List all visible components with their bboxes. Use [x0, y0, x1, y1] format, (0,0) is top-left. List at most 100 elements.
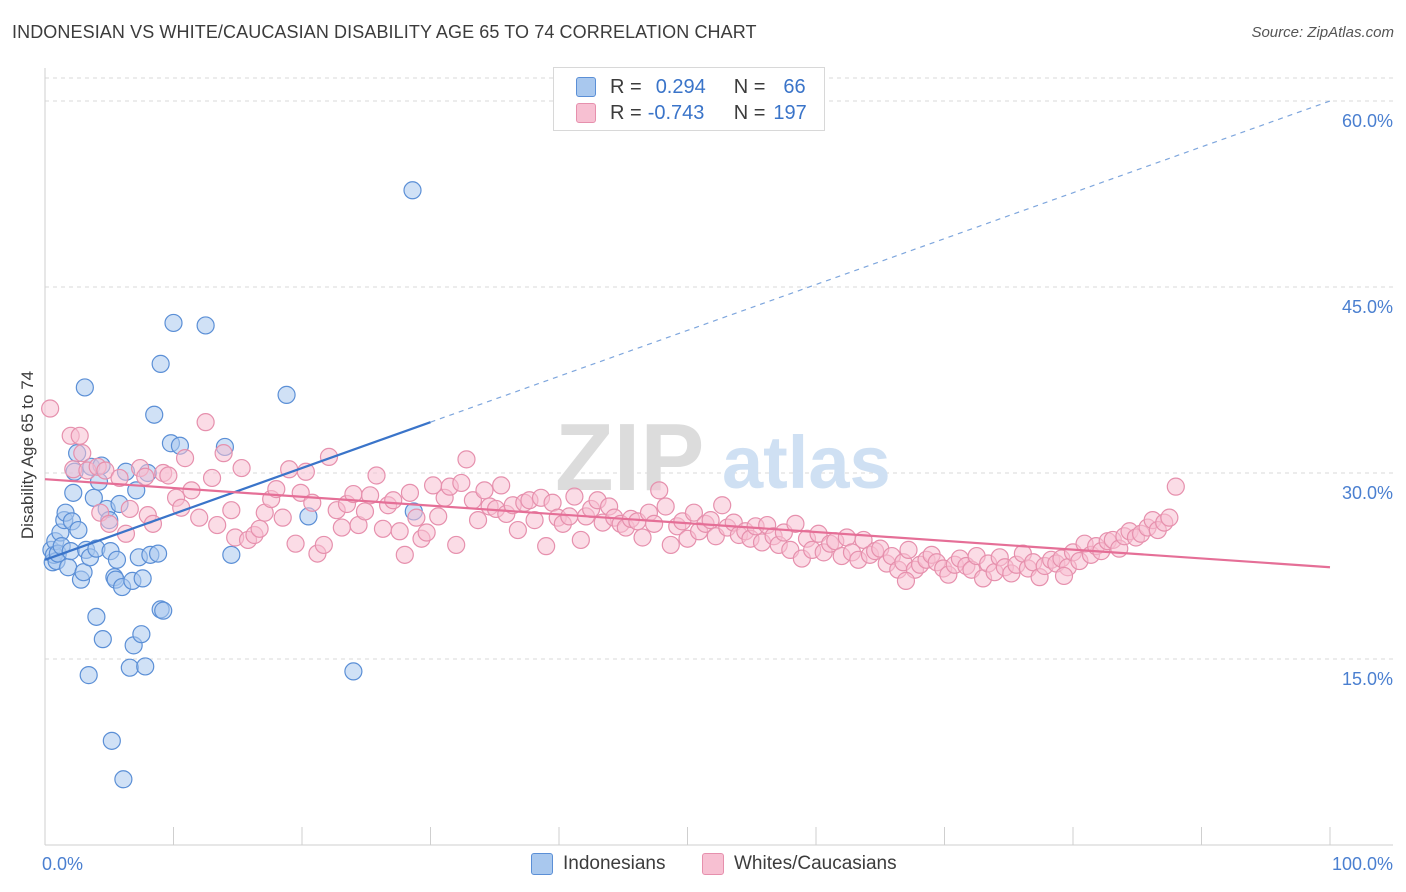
white-caucasian-point — [319, 447, 339, 466]
legend-r-label: R = — [610, 101, 642, 124]
white-caucasian-point — [273, 508, 292, 527]
white-caucasian-point — [332, 518, 351, 537]
white-caucasian-point — [159, 466, 178, 485]
white-caucasian-point — [41, 399, 60, 418]
white-caucasian-point — [650, 481, 669, 500]
white-caucasian-point — [250, 519, 269, 538]
x-tick-label: 0.0% — [42, 854, 83, 874]
white-caucasian-point — [896, 571, 916, 590]
trend-lines — [44, 100, 1331, 569]
white-caucasian-point — [400, 483, 420, 502]
indonesian-point — [79, 666, 98, 685]
white-caucasian-point — [525, 511, 544, 530]
white-caucasian-point — [661, 535, 680, 555]
indonesian-point — [102, 731, 121, 750]
white-caucasian-point — [73, 444, 92, 463]
white-caucasian-point — [120, 499, 139, 519]
white-caucasian-point — [633, 528, 652, 547]
legend-n-value: 197 — [773, 101, 807, 124]
legend-r-value: -0.743 — [647, 101, 705, 124]
white-caucasian-point — [202, 468, 222, 488]
indonesian-point — [151, 354, 170, 373]
indonesian-point — [120, 658, 139, 677]
indonesian-point — [93, 630, 112, 649]
chart-source: Source: ZipAtlas.com — [1251, 24, 1394, 41]
white-caucasian-point — [786, 514, 805, 533]
indonesian-point — [133, 569, 152, 588]
legend-swatch-whites — [576, 103, 596, 123]
white-caucasian-point — [457, 450, 476, 469]
legend-row-whites: R = -0.743 N = 197 — [576, 101, 807, 125]
x-tick-label: 100.0% — [1332, 854, 1393, 874]
white-caucasian-point — [656, 497, 675, 516]
chart-title: INDONESIAN VS WHITE/CAUCASIAN DISABILITY… — [12, 22, 757, 42]
indonesian-point — [75, 378, 94, 397]
y-tick-label: 60.0% — [1342, 111, 1393, 131]
indonesian-point — [69, 520, 88, 540]
legend-n-label: N = — [733, 101, 766, 124]
white-caucasian-point — [1054, 566, 1074, 586]
white-caucasian-point — [190, 508, 209, 527]
white-caucasian-point — [429, 507, 448, 526]
bottom-legend-swatch-indonesians — [531, 853, 553, 875]
indonesian-point — [132, 625, 151, 644]
white-caucasian-point — [407, 508, 426, 527]
white-caucasian-point — [267, 480, 286, 499]
white-caucasian-point — [1166, 477, 1185, 496]
legend-n-label: N = — [733, 75, 766, 98]
indonesian-point — [344, 662, 363, 681]
indonesian-point — [87, 607, 106, 626]
indonesian-point — [145, 405, 164, 424]
indonesian-point — [59, 558, 78, 577]
watermark-atlas: atlas — [722, 421, 891, 504]
white-caucasian-point — [713, 496, 732, 515]
legend-r-label: R = — [610, 75, 642, 98]
white-caucasian-point — [208, 515, 227, 535]
y-tick-label: 45.0% — [1342, 297, 1393, 317]
indonesian-point — [403, 181, 422, 200]
white-caucasian-point — [314, 535, 333, 555]
indonesian-point — [64, 483, 83, 502]
white-caucasian-point — [565, 487, 584, 506]
white-caucasian-point — [286, 534, 305, 553]
white-caucasian-point — [214, 444, 233, 463]
white-caucasian-point — [417, 523, 436, 542]
indonesian-point — [148, 544, 168, 563]
white-caucasian-point — [361, 486, 380, 505]
data-points — [41, 181, 1185, 789]
white-caucasian-point — [644, 514, 664, 533]
white-caucasian-point — [70, 426, 89, 445]
bottom-legend-whites: Whites/Caucasians — [702, 852, 897, 876]
white-caucasian-point — [373, 519, 393, 538]
white-caucasian-point — [468, 511, 488, 530]
white-caucasian-point — [222, 501, 241, 520]
white-caucasian-point — [475, 481, 494, 500]
white-caucasian-point — [684, 503, 704, 522]
indonesian-trend-extension — [430, 100, 1331, 423]
white-caucasian-point — [136, 467, 155, 486]
indonesian-point — [136, 657, 155, 676]
indonesian-point — [196, 316, 215, 335]
white-caucasian-trend-line — [44, 478, 1331, 569]
white-caucasian-point — [367, 466, 386, 485]
bottom-legend-indonesians: Indonesians — [531, 852, 665, 876]
y-tick-label: 30.0% — [1342, 483, 1393, 503]
indonesian-point — [222, 545, 241, 564]
bottom-legend-label: Whites/Caucasians — [734, 853, 897, 874]
legend-row-indonesians: R = 0.294 N = 66 — [576, 75, 806, 99]
indonesian-point — [277, 385, 296, 404]
indonesian-trend-line — [44, 421, 431, 561]
white-caucasian-point — [508, 520, 527, 540]
white-caucasian-point — [395, 545, 414, 564]
indonesian-point — [164, 313, 183, 333]
white-caucasian-point — [96, 461, 115, 480]
white-caucasian-point — [1160, 508, 1179, 527]
y-tick-label: 15.0% — [1342, 669, 1393, 689]
grid-lines — [45, 77, 1393, 660]
white-caucasian-point — [384, 491, 403, 510]
white-caucasian-point — [447, 535, 466, 555]
y-axis-label: Disability Age 65 to 74 — [18, 371, 37, 539]
white-caucasian-point — [196, 413, 215, 432]
white-caucasian-point — [100, 514, 119, 533]
white-caucasian-point — [355, 502, 375, 521]
